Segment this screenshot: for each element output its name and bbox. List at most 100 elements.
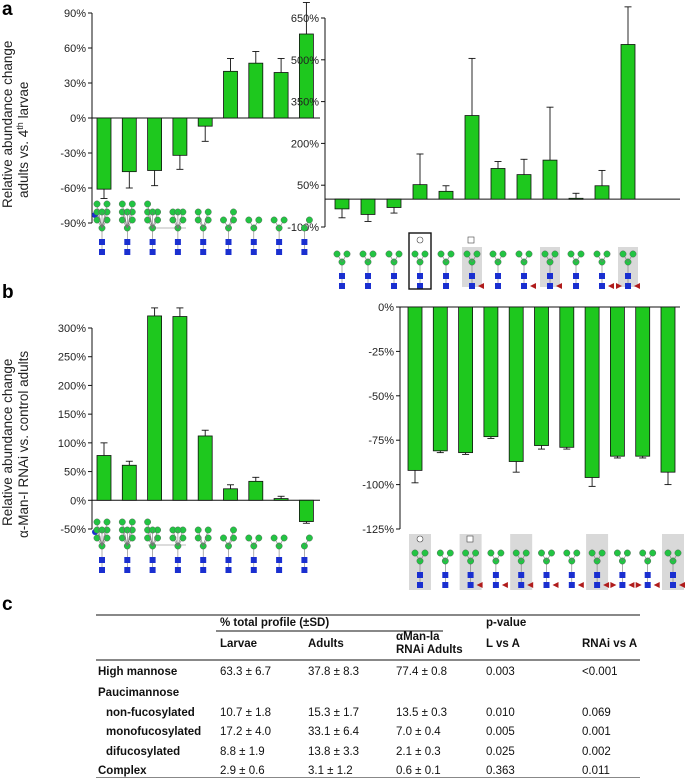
glcnac-icon [417,273,423,279]
y-label-a-line1: Relative abundance change [0,41,15,208]
mannose-icon [270,534,278,542]
glycan-structure [541,250,562,289]
glcnac-icon [442,572,449,578]
glcnac-icon [417,572,423,578]
glcnac-icon [200,557,207,563]
y-tick-label: -60% [60,183,86,195]
fucose-icon [527,582,534,588]
bar [542,159,558,200]
table-cell: 2.9 ± 0.6 [220,765,265,777]
glcnac-icon [99,557,105,563]
glcnac-icon [391,273,397,279]
glycan-structure [245,534,263,573]
fucose-icon [556,283,562,289]
mannose-icon [541,250,549,258]
bar [223,488,238,501]
mannose-icon [128,518,136,526]
fucose-icon [577,582,584,588]
y-axis-label-a: Relative abundance change adults vs. 4th… [0,41,31,208]
glcnac-icon [573,273,579,279]
glycan-structure [333,250,351,289]
y-tick-label: -50% [60,524,86,536]
row-label: High mannose [98,666,178,678]
mannose-icon [230,534,237,542]
table-cell: 0.001 [582,726,611,738]
glcnac-icon [124,239,131,245]
bar [147,117,163,171]
glycan-structure [538,549,559,588]
table-cell: 33.1 ± 6.4 [308,726,360,738]
mannose-icon [118,200,126,208]
mannose-icon [411,549,419,557]
col-header-larvae: Larvae [220,638,258,650]
mannose-icon [551,250,559,258]
mannose-icon [489,250,497,258]
bar [172,117,188,156]
glycan-structure [588,549,610,588]
glcnac-icon [619,572,626,578]
mannose-icon [614,549,621,557]
table-cell: 0.011 [582,765,610,777]
fucose-icon [635,582,642,588]
glcnac-icon [467,582,474,588]
chart-b-left: 300% 250% 200% 150% 100% 50% 0% -50% [58,307,320,536]
mannose-icon [194,534,202,542]
mannose-icon [169,534,177,542]
mannose-icon [128,200,136,208]
mannose-icon [204,534,212,542]
bar [490,168,506,200]
glcnac-icon [365,273,371,279]
glycan-structure [169,208,187,255]
mannose-icon [674,549,682,557]
y-tick-label: -75% [368,435,394,447]
y-tick-label: -90% [60,218,86,230]
glcnac-icon [365,283,371,289]
mannose-icon [103,200,111,208]
y-tick-label: 250% [58,352,86,364]
bar [248,480,264,501]
bar [559,306,575,448]
bar [458,306,474,454]
bar [172,316,188,501]
bar [96,117,112,190]
mannose-icon [280,534,288,542]
glycan-structure [270,216,288,255]
table-cell: 3.1 ± 1.2 [308,765,353,777]
bar [464,115,480,200]
glcnac-icon [174,567,181,573]
table-cell: 37.8 ± 8.3 [308,666,360,678]
glcnac-icon [469,273,475,279]
mannose-icon [194,216,202,224]
bar [610,306,625,457]
selected-structure-box [408,232,432,290]
glycan-structure [270,534,288,573]
fucose-icon [478,283,484,289]
y-tick-label: 500% [291,55,319,67]
bar [248,62,264,119]
bar [516,174,532,200]
mannose-icon [230,208,237,216]
chart-a-left: 90% 60% 30% 0% -30% -60% -90% [60,2,320,230]
glcnac-icon [625,273,631,279]
y-tick-label: -25% [368,346,394,358]
bar [147,315,163,501]
bar [96,455,112,501]
bar [508,306,524,462]
glcnac-icon [225,239,232,245]
mannose-icon [497,549,505,557]
glycan-structure [610,549,635,588]
mannose-icon [369,250,377,258]
row-label: Paucimannose [98,687,180,699]
glycan-structure [593,250,614,289]
row-label: monofucosylated [106,726,202,738]
table-cell: 8.8 ± 1.9 [220,746,265,758]
mannose-icon [629,250,637,258]
fucose-icon [608,283,614,289]
galactose-icon [416,236,424,244]
table-cell: 13.5 ± 0.3 [396,707,448,719]
y-tick-label: -50% [368,391,394,403]
fucose-icon [530,283,536,289]
glycan-structure [220,208,237,255]
y-tick-label: 0% [70,113,86,125]
glcnac-icon [250,239,257,245]
